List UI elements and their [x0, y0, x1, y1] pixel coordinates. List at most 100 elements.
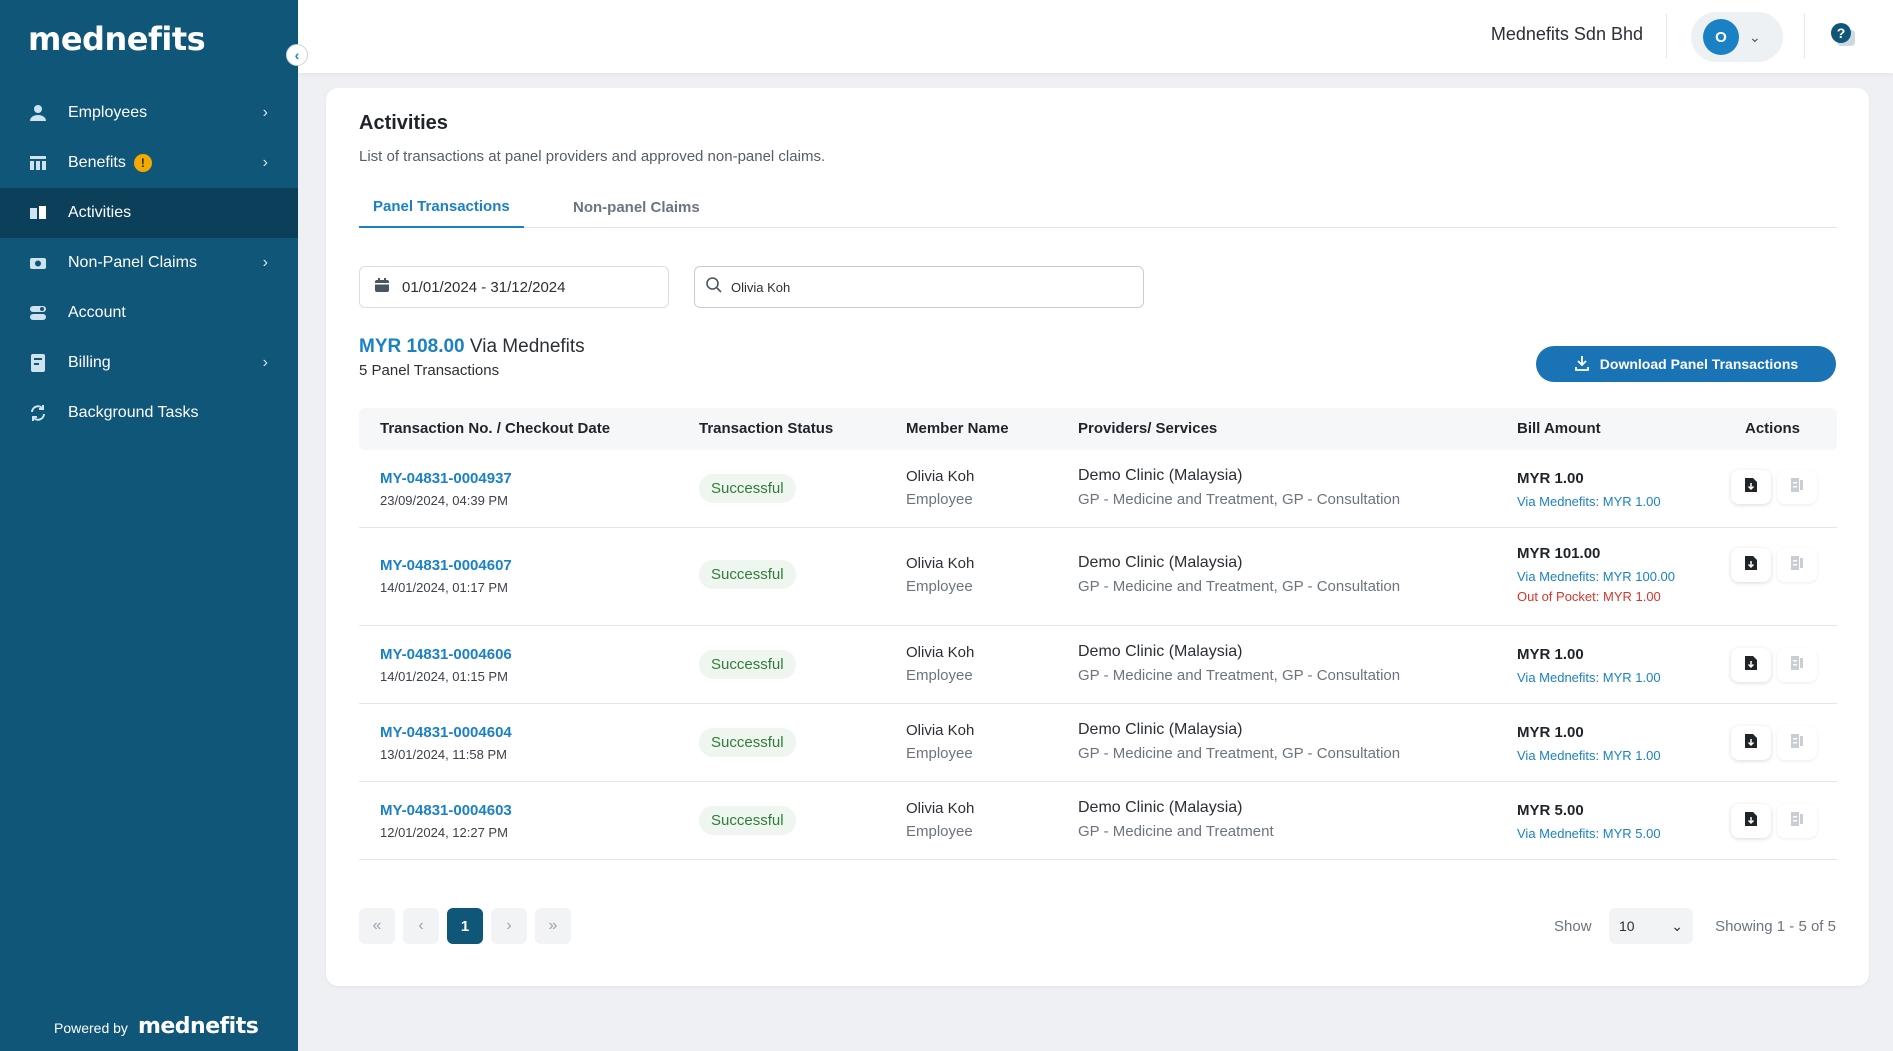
sidebar-item-label: Account [68, 304, 126, 321]
first-page-button[interactable]: « [359, 908, 395, 944]
sidebar-item-billing[interactable]: Billing › [0, 338, 298, 388]
download-receipt-button[interactable] [1731, 648, 1771, 682]
view-receipt-button[interactable] [1777, 548, 1817, 582]
double-chevron-right-icon: » [548, 917, 558, 934]
show-label: Show [1554, 918, 1592, 935]
via-mednefits-amount: Via Mednefits: MYR 1.00 [1517, 670, 1661, 685]
sidebar-item-label: Benefits [68, 154, 126, 171]
refresh-icon [28, 403, 48, 423]
last-page-button[interactable]: » [535, 908, 571, 944]
sidebar-item-account[interactable]: Account [0, 288, 298, 338]
prev-page-button[interactable]: ‹ [403, 908, 439, 944]
page-subtitle: List of transactions at panel providers … [359, 148, 826, 165]
checkout-date: 14/01/2024, 01:17 PM [380, 580, 508, 595]
double-chevron-left-icon: « [372, 917, 382, 934]
member-name: Olivia Koh [906, 555, 975, 572]
file-download-icon [1744, 811, 1758, 832]
help-icon[interactable]: ? [1829, 22, 1857, 50]
download-receipt-button[interactable] [1731, 470, 1771, 504]
header-bill-amount[interactable]: Bill Amount [1517, 420, 1601, 437]
collapse-sidebar-button[interactable]: ‹ [286, 44, 308, 66]
sidebar-item-non-panel-claims[interactable]: Non-Panel Claims › [0, 238, 298, 288]
view-receipt-button[interactable] [1777, 804, 1817, 838]
provider-services: GP - Medicine and Treatment [1078, 823, 1274, 840]
search-input[interactable] [731, 279, 1111, 295]
sidebar-item-label: Activities [68, 204, 132, 221]
chevron-right-icon: › [262, 354, 268, 371]
bill-amount: MYR 101.00 [1517, 545, 1601, 562]
download-receipt-button[interactable] [1731, 726, 1771, 760]
date-range-picker[interactable]: 01/01/2024 - 31/12/2024 [359, 266, 669, 308]
header-member[interactable]: Member Name [906, 420, 1009, 437]
receipt-icon [1790, 477, 1804, 498]
topbar: Mednefits Sdn Bhd O ⌄ ? [298, 0, 1893, 73]
transaction-number-link[interactable]: MY-04831-0004606 [380, 646, 512, 663]
tab-panel-transactions[interactable]: Panel Transactions [359, 186, 524, 228]
calendar-icon [374, 277, 390, 297]
avatar: O [1703, 19, 1739, 55]
tabs: Panel Transactions Non-panel Claims [359, 186, 1837, 228]
benefits-icon [28, 153, 48, 173]
status-badge: Successful [699, 650, 796, 679]
header-provider[interactable]: Providers/ Services [1078, 420, 1218, 437]
warning-badge-icon: ! [133, 154, 152, 172]
provider-name: Demo Clinic (Malaysia) [1078, 721, 1243, 738]
provider-name: Demo Clinic (Malaysia) [1078, 643, 1243, 660]
mednefits-logo[interactable]: mednefits [28, 20, 206, 58]
via-mednefits-amount: Via Mednefits: MYR 1.00 [1517, 494, 1661, 509]
download-receipt-button[interactable] [1731, 804, 1771, 838]
provider-services: GP - Medicine and Treatment, GP - Consul… [1078, 667, 1401, 684]
via-mednefits-amount: Via Mednefits: MYR 100.00 [1517, 569, 1676, 584]
view-receipt-button[interactable] [1777, 648, 1817, 682]
sidebar-item-activities[interactable]: Activities [0, 188, 298, 238]
mednefits-footer-logo: mednefits [137, 1014, 259, 1039]
powered-by: Powered by mednefits [54, 1014, 259, 1039]
table-row: MY-04831-0004604 13/01/2024, 11:58 PM Su… [359, 704, 1837, 782]
download-panel-transactions-button[interactable]: Download Panel Transactions [1536, 346, 1836, 382]
via-mednefits-amount: Via Mednefits: MYR 1.00 [1517, 748, 1661, 763]
page-size-select[interactable]: 10 ⌄ [1609, 908, 1693, 944]
svg-text:?: ? [1837, 25, 1846, 41]
file-download-icon [1744, 477, 1758, 498]
view-receipt-button[interactable] [1777, 726, 1817, 760]
sidebar-item-employees[interactable]: Employees › [0, 88, 298, 138]
receipt-icon [1790, 555, 1804, 576]
transaction-number-link[interactable]: MY-04831-0004607 [380, 557, 512, 574]
person-icon [28, 103, 48, 123]
topbar-divider [1666, 14, 1667, 58]
sidebar-item-label: Billing [68, 354, 111, 371]
tab-non-panel-claims[interactable]: Non-panel Claims [573, 198, 700, 216]
checkout-date: 14/01/2024, 01:15 PM [380, 669, 508, 684]
chevron-right-icon: › [506, 917, 512, 934]
activities-icon [28, 203, 48, 223]
header-transaction[interactable]: Transaction No. / Checkout Date [380, 420, 611, 437]
activities-card: Activities List of transactions at panel… [326, 88, 1869, 986]
user-menu-button[interactable]: O ⌄ [1691, 12, 1783, 62]
receipt-icon [1790, 733, 1804, 754]
next-page-button[interactable]: › [491, 908, 527, 944]
transaction-number-link[interactable]: MY-04831-0004603 [380, 802, 512, 819]
transaction-number-link[interactable]: MY-04831-0004937 [380, 470, 512, 487]
transactions-table: Transaction No. / Checkout Date Transact… [359, 408, 1837, 860]
member-name: Olivia Koh [906, 644, 975, 661]
status-badge: Successful [699, 474, 796, 503]
search-field[interactable] [694, 266, 1144, 308]
header-status[interactable]: Transaction Status [699, 420, 834, 437]
download-receipt-button[interactable] [1731, 548, 1771, 582]
member-name: Olivia Koh [906, 722, 975, 739]
sidebar-item-benefits[interactable]: Benefits ! › [0, 138, 298, 188]
file-download-icon [1744, 555, 1758, 576]
date-range-value: 01/01/2024 - 31/12/2024 [402, 278, 566, 296]
table-row: MY-04831-0004607 14/01/2024, 01:17 PM Su… [359, 528, 1837, 626]
page-button[interactable]: 1 [447, 908, 483, 944]
sidebar-item-label: Background Tasks [68, 404, 199, 421]
sidebar-item-label: Employees [68, 104, 148, 121]
sidebar-item-background-tasks[interactable]: Background Tasks [0, 388, 298, 438]
transaction-number-link[interactable]: MY-04831-0004604 [380, 724, 512, 741]
member-name: Olivia Koh [906, 468, 975, 485]
chevron-right-icon: › [262, 104, 268, 121]
download-icon [1574, 355, 1590, 374]
view-receipt-button[interactable] [1777, 470, 1817, 504]
chevron-right-icon: › [262, 154, 268, 171]
camera-icon [28, 253, 48, 273]
